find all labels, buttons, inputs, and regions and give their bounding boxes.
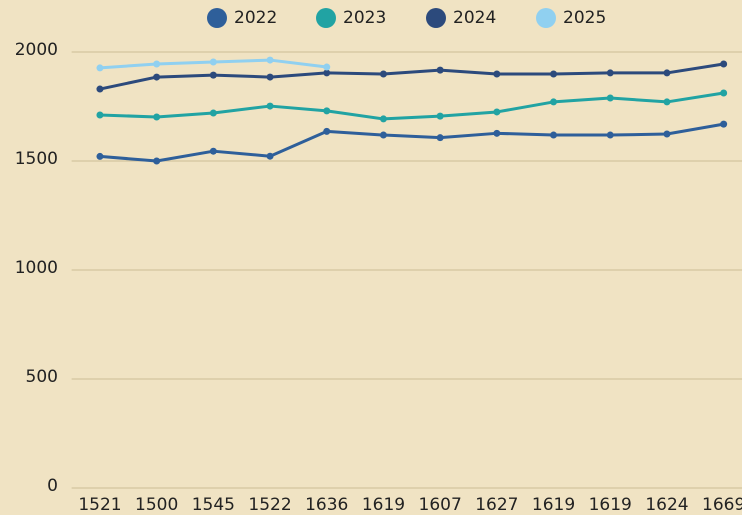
y-tick-label: 1500	[15, 149, 58, 169]
legend-swatch	[207, 8, 227, 28]
x-tick-label: 1619	[362, 495, 405, 515]
data-point	[663, 98, 671, 106]
data-point	[720, 89, 728, 97]
data-point	[493, 129, 501, 137]
data-point	[720, 60, 728, 68]
data-point	[379, 70, 387, 78]
data-point	[606, 69, 614, 77]
data-point	[550, 98, 558, 106]
data-point	[436, 112, 444, 120]
legend-swatch	[316, 8, 336, 28]
data-point	[153, 113, 161, 121]
data-point	[153, 73, 161, 81]
legend-swatch	[536, 8, 556, 28]
x-tick-label: 1624	[645, 495, 688, 515]
data-point	[606, 94, 614, 102]
x-tick-label: 1669	[702, 495, 742, 515]
data-point	[266, 56, 274, 64]
x-tick-label: 1627	[475, 495, 518, 515]
data-point	[209, 147, 217, 155]
legend-label: 2025	[563, 8, 606, 28]
data-point	[550, 131, 558, 139]
x-tick-label: 1522	[248, 495, 291, 515]
data-point	[209, 58, 217, 66]
series-line	[99, 122, 724, 163]
x-tick-label: 1619	[532, 495, 575, 515]
data-point	[266, 73, 274, 81]
data-point	[436, 134, 444, 142]
x-tick-label: 1545	[192, 495, 235, 515]
series-line	[99, 62, 724, 91]
data-point	[153, 60, 161, 68]
data-point	[266, 102, 274, 110]
x-tick-label: 1521	[78, 495, 121, 515]
y-tick-label: 500	[26, 367, 58, 387]
data-point	[323, 69, 331, 77]
legend-label: 2022	[234, 8, 277, 28]
data-point	[323, 107, 331, 115]
data-point	[96, 152, 104, 160]
series-line	[99, 91, 724, 121]
y-tick-label: 0	[47, 476, 58, 496]
data-point	[323, 127, 331, 135]
data-point	[323, 63, 331, 71]
data-point	[436, 66, 444, 74]
data-point	[606, 131, 614, 139]
y-tick-label: 1000	[15, 258, 58, 278]
data-point	[96, 64, 104, 72]
data-point	[493, 108, 501, 116]
data-point	[663, 69, 671, 77]
legend-label: 2023	[343, 8, 386, 28]
legend-swatch	[426, 8, 446, 28]
x-tick-label: 1619	[589, 495, 632, 515]
x-tick-label: 1607	[419, 495, 462, 515]
data-point	[153, 157, 161, 165]
x-tick-label: 1500	[135, 495, 178, 515]
x-tick-label: 1636	[305, 495, 348, 515]
data-point	[379, 131, 387, 139]
data-point	[266, 152, 274, 160]
data-point	[663, 130, 671, 138]
data-point	[96, 111, 104, 119]
data-point	[550, 70, 558, 78]
legend-label: 2024	[453, 8, 496, 28]
data-point	[493, 70, 501, 78]
data-point	[209, 71, 217, 79]
data-point	[209, 109, 217, 117]
data-point	[379, 115, 387, 123]
data-point	[720, 120, 728, 128]
data-point	[96, 85, 104, 93]
y-tick-label: 2000	[15, 40, 58, 60]
